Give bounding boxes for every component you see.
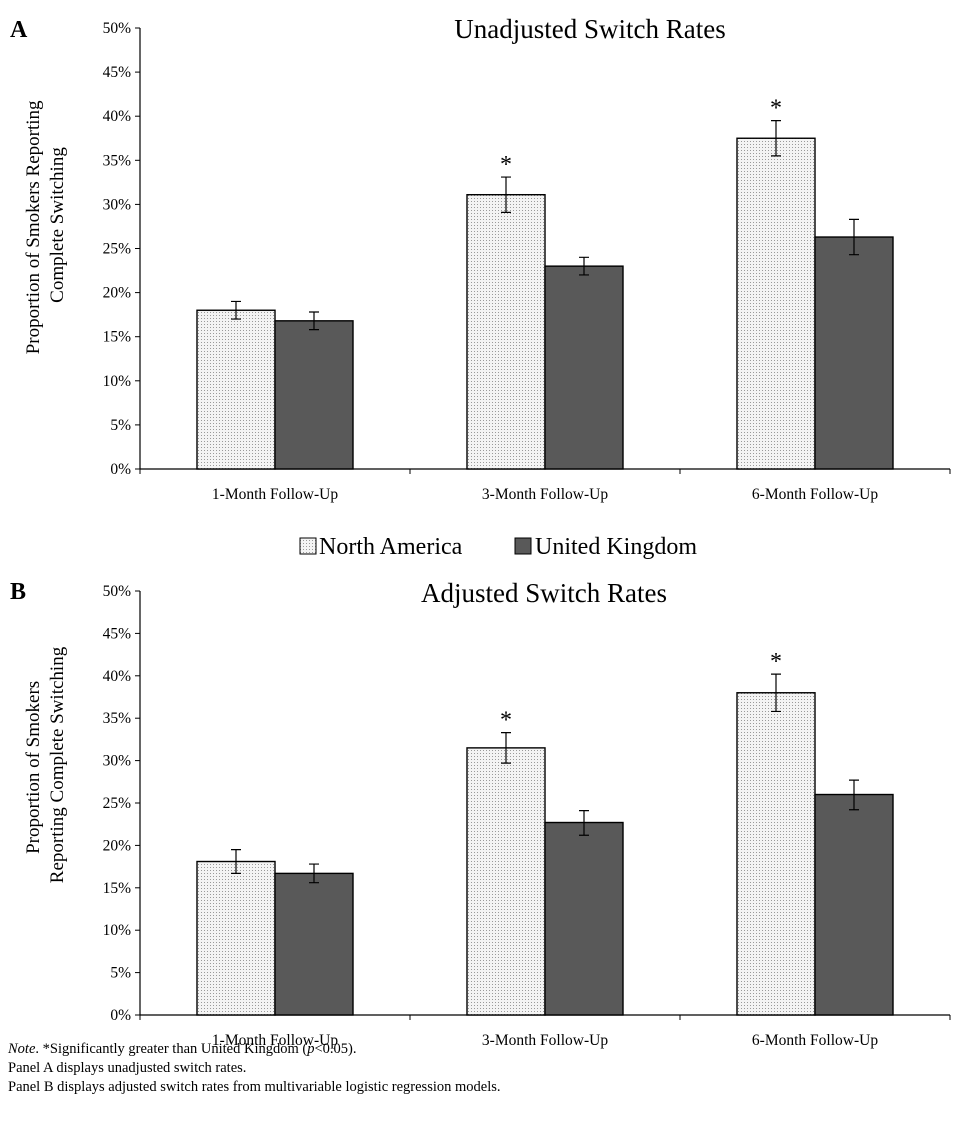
panel-a-y-tick-label: 20% [103,285,132,302]
panel-b-y-tick-label: 50% [103,583,132,600]
panel-b-error-bar-north-america-3 [771,673,781,713]
panel-b-y-tick-label: 10% [103,922,132,939]
panel-b-bars: ** [196,649,894,1016]
panel-a-letter: A [10,17,28,43]
legend-swatch-north-america [299,537,317,555]
panel-b-y-tick-label: 25% [103,795,132,812]
panel-a-ylabel-line-2: Complete Switching [47,147,68,303]
panel-b-y-tick-label: 35% [103,710,132,727]
panel-a-y-tick-label: 25% [103,241,132,258]
panel-b-ylabel: Proportion of Smokers Reporting Complete… [23,646,68,883]
panel-b-ylabel-line-2: Reporting Complete Switching [47,646,68,883]
panel-b-significance-marker: * [770,649,782,675]
note-p: p [307,1041,315,1057]
panel-a-x-tick-label: 6-Month Follow-Up [752,486,878,503]
panel-a-bars: ** [196,96,894,470]
panel-b-bar-north-america-3 [736,692,816,1016]
panel-a-y-tick-label: 40% [103,108,132,125]
panel-a-error-bar-united-kingdom-3 [849,218,859,256]
panel-a-ylabel-line-1: Proportion of Smokers Reporting [23,100,44,354]
panel-b-x-tick-label: 3-Month Follow-Up [482,1032,608,1049]
panel-a-axes: 0% 5% 10% 15% 20% 25% 30% 35% 40% 45% 50% 1-Month F… [103,20,951,503]
legend-label-united-kingdom: United Kingdom [535,534,697,560]
panel-b-y-tick-label: 20% [103,837,132,854]
panel-b-error-bar-north-america-2 [501,732,511,764]
panel-b-error-bar-united-kingdom-2 [579,810,589,836]
panel-b-x-tick-label: 6-Month Follow-Up [752,1032,878,1049]
panel-b-chart: B Adjusted Switch Rates Proportion of Sm… [10,578,951,1049]
panel-a-y-tick-label: 0% [110,461,131,478]
panel-b-error-bar-united-kingdom-1 [309,863,319,884]
panel-a-ylabel: Proportion of Smokers Reporting Complete… [23,96,68,355]
panel-a-error-bar-north-america-1 [231,300,241,320]
note-label: Note [8,1041,36,1057]
panel-a-significance-marker: * [770,96,782,122]
panel-a-bar-united-kingdom-3 [814,236,894,470]
note-line-1: Note. *Significantly greater than United… [8,1040,356,1059]
panel-b-y-tick-label: 15% [103,880,132,897]
panel-b-bar-north-america-1 [196,860,276,1016]
panel-b-bar-united-kingdom-2 [544,821,624,1016]
panel-a-y-tick-label: 15% [103,329,132,346]
panel-b-x-tick-label: 1-Month Follow-Up [212,1032,338,1049]
panel-a-bar-north-america-1 [196,309,276,470]
panel-a-x-tick-label: 3-Month Follow-Up [482,486,608,503]
panel-a-error-bar-united-kingdom-1 [309,311,319,331]
panel-a-error-bar-north-america-2 [501,176,511,213]
panel-a-bar-north-america-3 [736,137,816,470]
panel-b-ylabel-line-1: Proportion of Smokers [23,681,44,854]
note-text-b: <0.05). [314,1041,357,1057]
panel-a-bar-north-america-2 [466,193,546,470]
panel-a-error-bar-united-kingdom-2 [579,256,589,276]
panel-b-significance-marker: * [500,708,512,734]
panel-a-bar-united-kingdom-2 [544,265,624,470]
note-text-a: . *Significantly greater than United Kin… [35,1041,308,1057]
panel-b-bar-united-kingdom-1 [274,872,354,1016]
panel-a-y-tick-label: 45% [103,64,132,81]
panel-b-letter: B [10,579,26,605]
legend-swatch-united-kingdom [514,537,532,555]
panel-a-y-tick-label: 10% [103,373,132,390]
legend-label-north-america: North America [319,534,463,560]
panel-b-y-tick-label: 0% [110,1007,131,1024]
panel-a-title: Unadjusted Switch Rates [454,14,725,44]
panel-b-y-tick-label: 30% [103,753,132,770]
panel-b-y-tick-label: 40% [103,668,132,685]
panel-b-y-tick-label: 5% [110,965,131,982]
panel-a-y-tick-label: 50% [103,20,132,37]
panel-b-bar-united-kingdom-3 [814,793,894,1016]
panel-a-error-bar-north-america-3 [771,120,781,157]
panel-a-x-tick-label: 1-Month Follow-Up [212,486,338,503]
panel-a-significance-marker: * [500,152,512,178]
panel-a-y-tick-label: 30% [103,196,132,213]
panel-b-error-bar-united-kingdom-3 [849,779,859,811]
panel-a-chart: A Unadjusted Switch Rates Proportion of … [10,14,951,503]
panel-a-y-tick-label: 5% [110,417,131,434]
panel-b-y-tick-label: 45% [103,625,132,642]
note-line-2: Panel A displays unadjusted switch rates… [8,1060,247,1076]
panel-b-error-bar-north-america-1 [231,849,241,874]
panel-a-y-tick-label: 35% [103,152,132,169]
panel-b-bar-north-america-2 [466,747,546,1016]
panel-b-title: Adjusted Switch Rates [421,578,667,608]
legend: North America United Kingdom [299,534,697,560]
note-line-3: Panel B displays adjusted switch rates f… [8,1079,501,1095]
panel-a-bar-united-kingdom-1 [274,320,354,470]
